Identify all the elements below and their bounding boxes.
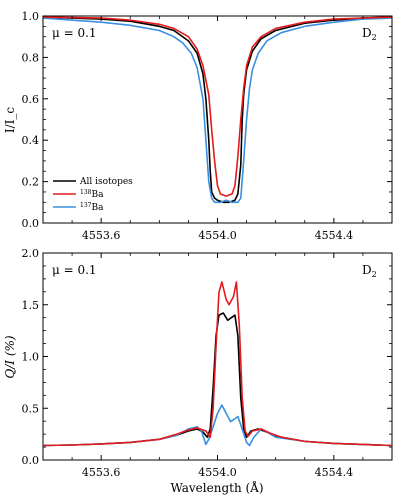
top-line-main: D bbox=[362, 26, 372, 40]
bottom-y-tick-label: 2.0 bbox=[22, 247, 40, 260]
top-y-axis-label: I/I_c bbox=[3, 107, 17, 134]
top-y-tick-label: 1.0 bbox=[22, 10, 40, 23]
top-y-tick-label: 0.8 bbox=[22, 51, 40, 64]
legend-label-137ba: 137Ba bbox=[80, 202, 104, 213]
legend-all-text: All isotopes bbox=[79, 177, 133, 187]
x-axis-label: Wavelength (Å) bbox=[170, 480, 263, 495]
top-x-tick-label: 4554.0 bbox=[198, 229, 237, 242]
top-y-tick-label: 0.4 bbox=[22, 134, 40, 147]
top-curves bbox=[42, 16, 393, 204]
legend-138-text: Ba bbox=[91, 190, 104, 200]
bottom-curve-138ba bbox=[42, 281, 393, 447]
top-line-sub: 2 bbox=[372, 33, 377, 42]
bottom-y-tick-label: 0.5 bbox=[22, 402, 40, 415]
top-y-tick-label: 0.2 bbox=[22, 176, 40, 189]
top-x-tick-label: 4554.4 bbox=[315, 229, 354, 242]
top-y-tick-label: 0.6 bbox=[22, 93, 40, 106]
top-curve-138ba bbox=[42, 16, 393, 197]
bottom-mu-annotation: μ = 0.1 bbox=[52, 263, 97, 277]
top-line-annotation: D2 bbox=[362, 26, 377, 42]
legend-137-sup: 137 bbox=[80, 202, 92, 209]
top-curve-all-isotopes bbox=[42, 16, 393, 204]
top-x-tick-label: 4553.6 bbox=[82, 229, 121, 242]
top-mu-annotation: μ = 0.1 bbox=[52, 26, 97, 40]
bottom-curve-137ba bbox=[42, 404, 393, 447]
bottom-y-tick-label: 1.5 bbox=[22, 299, 40, 312]
bottom-x-tick-label: 4554.4 bbox=[315, 466, 354, 479]
top-curve-137ba bbox=[42, 17, 393, 204]
bottom-line-main: D bbox=[362, 263, 372, 277]
bottom-line-sub: 2 bbox=[372, 270, 377, 279]
bottom-x-tick-label: 4554.0 bbox=[198, 466, 237, 479]
top-y-tick-label: 0.0 bbox=[22, 217, 40, 230]
bottom-axis-ticks: 4553.6 4554.0 4554.4 0.0 0.5 1.0 1.5 2.0 bbox=[22, 247, 393, 479]
legend-label-138ba: 138Ba bbox=[80, 189, 104, 200]
bottom-y-tick-label: 1.0 bbox=[22, 351, 40, 364]
bottom-y-axis-label: Q/I (%) bbox=[3, 335, 17, 379]
bottom-curves bbox=[42, 281, 393, 447]
panel-top-intensity: 4553.6 4554.0 4554.4 0.0 0.2 0.4 0.6 0.8 1.0 μ =… bbox=[3, 10, 393, 242]
bottom-x-tick-label: 4553.6 bbox=[82, 466, 121, 479]
top-axis-ticks: 4553.6 4554.0 4554.4 0.0 0.2 0.4 0.6 0.8 1.0 bbox=[22, 10, 393, 242]
legend: All isotopes 138Ba 137Ba bbox=[53, 177, 133, 213]
bottom-plot-frame bbox=[42, 252, 393, 461]
legend-137-text: Ba bbox=[91, 203, 104, 213]
bottom-line-annotation: D2 bbox=[362, 263, 377, 279]
bottom-y-tick-label: 0.0 bbox=[22, 454, 40, 467]
legend-label-all-isotopes: All isotopes bbox=[79, 177, 133, 187]
legend-138-sup: 138 bbox=[80, 189, 92, 196]
panel-bottom-polarization: 4553.6 4554.0 4554.4 0.0 0.5 1.0 1.5 2.0 μ = 0.… bbox=[3, 247, 393, 495]
